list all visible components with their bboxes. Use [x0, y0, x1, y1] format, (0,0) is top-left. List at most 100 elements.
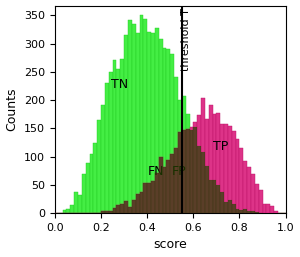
Bar — [194, 127, 197, 213]
Bar — [163, 48, 167, 213]
Bar — [228, 200, 232, 213]
Bar — [170, 154, 174, 213]
Bar — [105, 211, 109, 213]
Bar — [239, 210, 243, 213]
Bar — [105, 211, 109, 213]
Bar — [186, 129, 190, 213]
Bar — [220, 192, 224, 213]
Bar — [78, 195, 82, 213]
Text: TN: TN — [111, 78, 128, 91]
Bar — [112, 207, 116, 213]
Bar — [232, 204, 236, 213]
Bar — [101, 212, 105, 213]
Bar — [251, 212, 255, 213]
Bar — [251, 212, 255, 213]
Bar — [151, 181, 155, 213]
Bar — [143, 19, 147, 213]
Bar — [186, 129, 190, 213]
Bar — [194, 127, 197, 213]
Bar — [236, 209, 239, 213]
Bar — [239, 148, 243, 213]
Bar — [120, 59, 124, 213]
Bar — [262, 204, 266, 213]
Bar — [190, 127, 194, 213]
Bar — [182, 96, 186, 213]
Bar — [209, 105, 213, 213]
Text: TP: TP — [213, 140, 229, 153]
Bar — [255, 184, 259, 213]
Bar — [224, 202, 228, 213]
Bar — [236, 209, 239, 213]
Bar — [255, 212, 259, 213]
Bar — [255, 212, 259, 213]
Bar — [155, 173, 159, 213]
Bar — [182, 130, 186, 213]
Bar — [151, 181, 155, 213]
Bar — [232, 131, 236, 213]
Bar — [205, 166, 209, 213]
Bar — [109, 72, 112, 213]
Bar — [247, 167, 251, 213]
Bar — [120, 204, 124, 213]
Bar — [116, 69, 120, 213]
Bar — [224, 124, 228, 213]
Bar — [101, 105, 105, 213]
Bar — [213, 180, 216, 213]
Bar — [63, 210, 67, 213]
Bar — [105, 83, 109, 213]
Bar — [220, 124, 224, 213]
Bar — [155, 28, 159, 213]
Bar — [243, 209, 247, 213]
Bar — [159, 39, 163, 213]
Bar — [109, 212, 112, 213]
Bar — [155, 173, 159, 213]
Bar — [224, 202, 228, 213]
Bar — [147, 183, 151, 213]
Bar — [190, 130, 194, 213]
Bar — [216, 185, 220, 213]
Bar — [251, 174, 255, 213]
Bar — [163, 167, 167, 213]
Bar — [132, 200, 136, 213]
Bar — [209, 180, 213, 213]
Bar — [190, 130, 194, 213]
Bar — [170, 54, 174, 213]
Bar — [167, 49, 170, 213]
Bar — [140, 192, 143, 213]
X-axis label: score: score — [153, 238, 187, 251]
Bar — [67, 209, 70, 213]
Y-axis label: Counts: Counts — [6, 88, 19, 131]
Bar — [136, 194, 140, 213]
Bar — [143, 183, 147, 213]
Bar — [174, 148, 178, 213]
Bar — [220, 192, 224, 213]
Bar — [124, 201, 128, 213]
Bar — [132, 200, 136, 213]
Bar — [216, 113, 220, 213]
Bar — [140, 15, 143, 213]
Bar — [178, 132, 182, 213]
Bar — [112, 60, 116, 213]
Bar — [178, 132, 182, 213]
Bar — [213, 180, 216, 213]
Bar — [213, 114, 216, 213]
Bar — [167, 160, 170, 213]
Bar — [205, 119, 209, 213]
Bar — [174, 77, 178, 213]
Bar — [120, 204, 124, 213]
Bar — [163, 167, 167, 213]
Bar — [128, 207, 132, 213]
Bar — [86, 163, 90, 213]
Text: FP: FP — [172, 165, 187, 178]
Bar — [228, 126, 232, 213]
Bar — [109, 212, 112, 213]
Bar — [132, 24, 136, 213]
Bar — [209, 180, 213, 213]
Bar — [243, 161, 247, 213]
Bar — [201, 152, 205, 213]
Text: threshold T: threshold T — [182, 8, 191, 70]
Bar — [143, 183, 147, 213]
Bar — [197, 146, 201, 213]
Bar — [140, 192, 143, 213]
Bar — [201, 152, 205, 213]
